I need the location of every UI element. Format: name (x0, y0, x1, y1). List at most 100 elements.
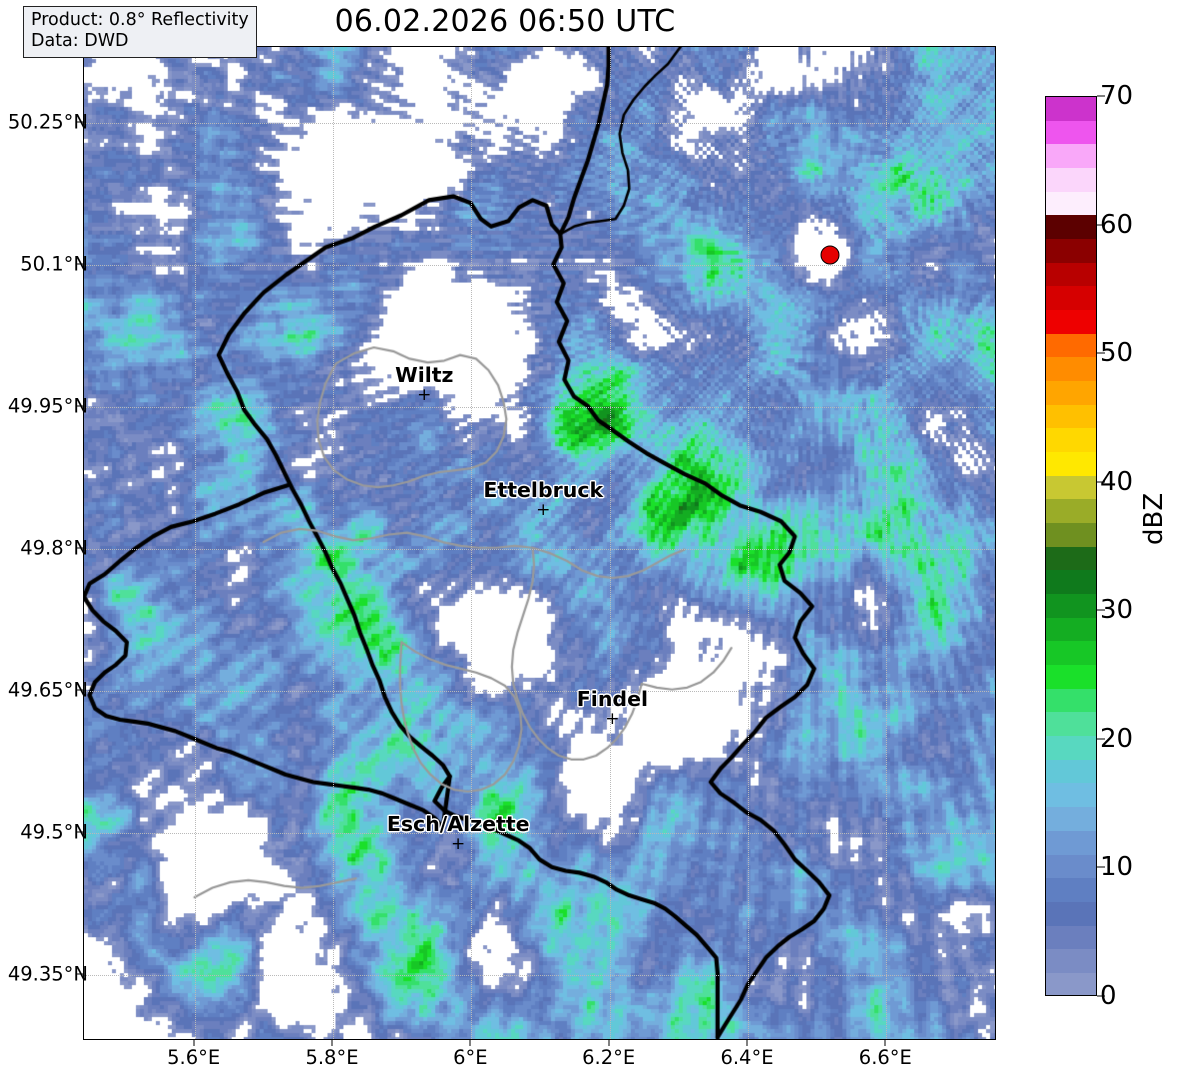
city-label-wiltz: Wiltz + (395, 362, 454, 405)
x-tickmark (469, 1040, 471, 1046)
colorbar-band-21 (1046, 594, 1096, 618)
gridline-lon (471, 47, 473, 1039)
colorbar-band-20 (1046, 570, 1096, 595)
x-tickmark (193, 1040, 195, 1046)
colorbar-label: dBZ (1139, 492, 1169, 545)
data-source-line: Data: DWD (31, 31, 129, 52)
gridline-lat (84, 122, 995, 124)
colorbar-tickmark (1097, 995, 1105, 997)
product-line: Product: 0.8° Reflectivity (31, 10, 249, 30)
gridline-lat (84, 690, 995, 692)
city-name: Ettelbruck (483, 478, 604, 503)
x-tick-label: 5.6°E (167, 1046, 221, 1069)
colorbar-band-28 (1046, 759, 1096, 784)
city-marker-icon: + (451, 834, 466, 855)
colorbar-tick-label: 40 (1100, 466, 1134, 497)
y-tickmark (77, 263, 83, 265)
colorbar-band-18 (1046, 523, 1096, 547)
colorbar-band-32 (1046, 854, 1096, 879)
y-tickmark (77, 973, 83, 975)
colorbar-band-16 (1046, 475, 1096, 500)
colorbar-tickmark (1097, 352, 1105, 354)
colorbar-tick-label: 20 (1100, 723, 1134, 754)
radar-reflectivity-layer (84, 47, 995, 1039)
y-tick-label: 50.25°N (7, 110, 88, 134)
x-tick-label: 6.4°E (720, 1046, 774, 1069)
x-tick-label: 6.6°E (858, 1046, 912, 1069)
colorbar-band-11 (1046, 357, 1096, 382)
colorbar-band-2 (1046, 144, 1096, 169)
map-overlay: Wiltz + Ettelbruck + Findel + Esch/Alzette + (84, 47, 995, 1039)
colorbar-tickmark (1097, 738, 1105, 740)
colorbar-band-10 (1046, 333, 1096, 358)
product-info-box: Product: 0.8° Reflectivity Data: DWD (23, 6, 257, 58)
colorbar-tickmark (1097, 866, 1105, 868)
colorbar-tick-label: 10 (1100, 852, 1134, 883)
city-name: Wiltz (395, 362, 454, 387)
y-tickmark (77, 547, 83, 549)
city-marker-icon: + (417, 384, 432, 405)
colorbar-band-33 (1046, 878, 1096, 902)
colorbar-band-17 (1046, 499, 1096, 524)
colorbar-tick-label: 50 (1100, 338, 1134, 369)
gridline-lat (84, 264, 995, 266)
colorbar[interactable] (1045, 96, 1097, 996)
x-tick-label: 6°E (453, 1046, 488, 1069)
colorbar-tick-label: 0 (1100, 981, 1117, 1011)
colorbar-band-31 (1046, 830, 1096, 855)
y-tickmark (77, 831, 83, 833)
colorbar-tick-label: 30 (1100, 595, 1134, 626)
colorbar-band-3 (1046, 168, 1096, 192)
y-tick-label: 49.35°N (7, 962, 88, 986)
gridline-lon (886, 47, 888, 1039)
colorbar-tickmark (1097, 481, 1105, 483)
y-tickmark (77, 405, 83, 407)
gridline-lat (84, 406, 995, 408)
gridline-lon (333, 47, 334, 1039)
colorbar-tickmark (1097, 95, 1105, 97)
y-tick-label: 49.5°N (20, 820, 88, 844)
colorbar-band-14 (1046, 428, 1096, 453)
colorbar-band-6 (1046, 239, 1096, 263)
x-tickmark (746, 1040, 748, 1046)
y-tick-label: 49.95°N (7, 394, 88, 418)
colorbar-band-8 (1046, 286, 1096, 311)
colorbar-band-5 (1046, 215, 1096, 240)
gridline-lat (84, 548, 995, 550)
colorbar-band-30 (1046, 807, 1096, 831)
gridline-lat (84, 832, 995, 834)
colorbar-band-7 (1046, 262, 1096, 287)
gridline-lon (609, 47, 611, 1039)
x-tick-label: 6.2°E (582, 1046, 636, 1069)
colorbar-band-26 (1046, 712, 1096, 737)
y-tick-label: 50.1°N (20, 252, 88, 276)
colorbar-band-4 (1046, 191, 1096, 216)
colorbar-tick-label: 70 (1100, 81, 1134, 111)
colorbar-band-1 (1046, 120, 1096, 145)
colorbar-band-35 (1046, 925, 1096, 950)
colorbar-band-12 (1046, 381, 1096, 405)
city-name: Findel (576, 687, 649, 712)
colorbar-tickmark (1097, 609, 1105, 611)
city-marker-icon: + (536, 500, 551, 521)
x-tick-label: 5.8°E (305, 1046, 359, 1069)
colorbar-band-9 (1046, 310, 1096, 334)
colorbar-tick-label: 60 (1100, 209, 1134, 240)
city-label-ettelbruck: Ettelbruck + (483, 478, 604, 521)
gridline-lon (194, 47, 196, 1039)
colorbar-band-23 (1046, 641, 1096, 666)
page-title: 06.02.2026 06:50 UTC (334, 4, 676, 39)
radar-site-marker[interactable] (820, 245, 840, 265)
colorbar-band-0 (1046, 97, 1096, 121)
y-tickmark (77, 121, 83, 123)
colorbar-band-27 (1046, 736, 1096, 760)
city-name: Esch/Alzette (386, 812, 530, 837)
gridline-lat (84, 974, 995, 976)
colorbar-band-15 (1046, 452, 1096, 476)
y-tickmark (77, 689, 83, 691)
colorbar-band-34 (1046, 901, 1096, 926)
x-tickmark (884, 1040, 886, 1046)
map-plot-area[interactable]: Wiltz + Ettelbruck + Findel + Esch/Alzette + (83, 46, 996, 1040)
colorbar-band-22 (1046, 617, 1096, 642)
